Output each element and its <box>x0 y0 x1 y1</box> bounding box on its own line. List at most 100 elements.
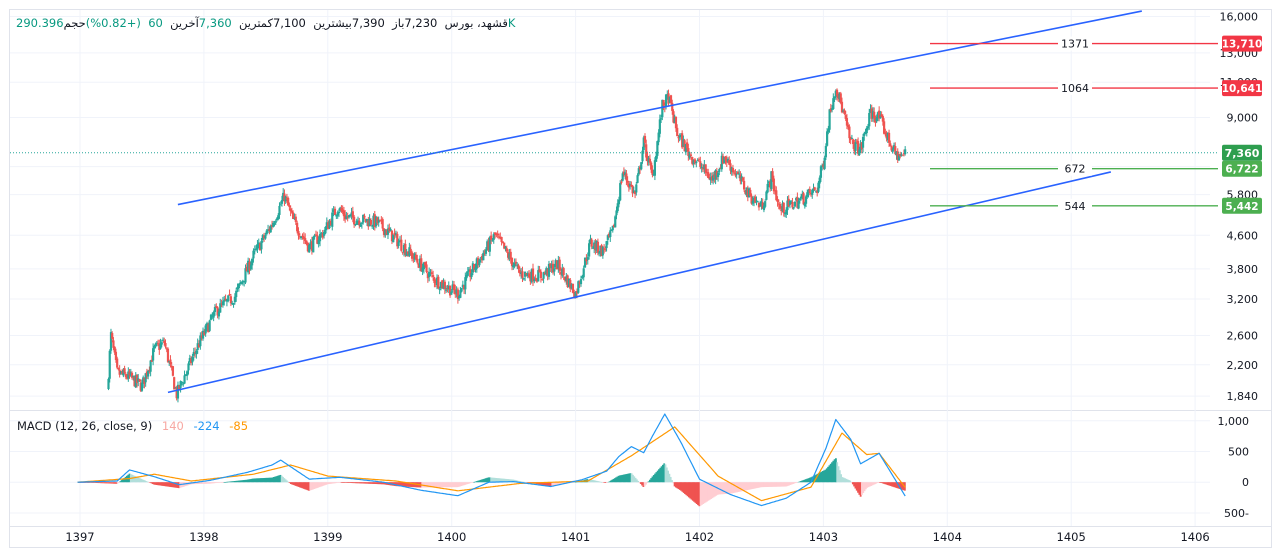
candle-body <box>462 285 466 290</box>
candle-body <box>775 190 778 201</box>
candle-body <box>724 156 727 161</box>
macd-histogram-bar <box>793 482 796 484</box>
macd-histogram-bar <box>284 479 287 483</box>
candle-body <box>734 173 737 176</box>
macd-histogram-bar <box>542 482 545 486</box>
candle-body <box>816 190 819 193</box>
macd-histogram-bar <box>734 482 737 493</box>
candle-body <box>228 294 231 296</box>
candle-body <box>672 111 675 123</box>
macd-histogram-bar <box>593 480 595 483</box>
macd-histogram-bar <box>557 482 560 485</box>
candle-body <box>204 325 207 334</box>
macd-histogram-bar <box>820 471 823 483</box>
macd-histogram-bar <box>517 480 520 483</box>
candle-body <box>223 300 226 302</box>
candle-body <box>208 320 211 331</box>
macd-histogram-bar <box>309 482 312 491</box>
candle-body <box>577 281 580 293</box>
candle-body <box>356 220 360 222</box>
macd-histogram-bar <box>559 482 562 485</box>
candle-body <box>284 196 287 202</box>
candle-body <box>617 199 621 205</box>
candle-body <box>433 277 436 284</box>
candle-body <box>658 119 661 134</box>
macd-histogram-bar <box>702 482 705 504</box>
candle-body <box>429 272 432 274</box>
candle-body <box>156 343 160 345</box>
macd-histogram-bar <box>259 478 262 483</box>
candle-body <box>290 210 293 213</box>
candle-body <box>598 252 601 254</box>
candle-body <box>557 260 560 269</box>
candle-body <box>414 254 418 260</box>
macd-histogram-bar <box>688 482 690 498</box>
macd-histogram-bar <box>318 482 321 488</box>
macd-histogram-bar <box>396 482 399 487</box>
candle-body <box>551 263 555 273</box>
macd-histogram-bar <box>158 482 161 486</box>
y-tick-label: 16,000 <box>1220 10 1259 23</box>
macd-histogram-bar <box>538 482 541 485</box>
candle-body <box>522 278 525 280</box>
macd-histogram-bar <box>548 482 551 487</box>
macd-histogram-bar <box>639 482 642 484</box>
macd-histogram-bar <box>573 482 576 483</box>
candle-body <box>635 184 638 193</box>
macd-histogram-bar <box>648 479 651 483</box>
candle-body <box>662 99 665 106</box>
candle-body <box>211 316 214 318</box>
macd-histogram-bar <box>336 482 339 483</box>
macd-histogram-bar <box>714 482 716 497</box>
candle-body <box>738 173 741 175</box>
candle-body <box>280 200 284 204</box>
candle-body <box>743 180 746 190</box>
macd-histogram-bar <box>611 479 614 483</box>
candle-body <box>834 90 837 97</box>
candle-body <box>844 115 847 119</box>
candle-body <box>225 299 229 302</box>
candle-body <box>513 262 516 267</box>
macd-histogram-bar <box>295 482 297 486</box>
macd-histogram-bar <box>175 482 178 488</box>
volume-label: حجم <box>63 16 86 30</box>
macd-histogram-bar <box>145 481 148 483</box>
candle-body <box>798 198 801 201</box>
macd-histogram-bar <box>487 477 490 483</box>
candle-body <box>269 225 272 233</box>
macd-histogram-bar <box>140 478 143 483</box>
macd-histogram-bar <box>105 482 107 484</box>
macd-legend-label: MACD (12, 26, close, 9) <box>17 419 153 433</box>
macd-histogram-bar <box>650 478 653 483</box>
candle-body <box>261 235 264 240</box>
macd-histogram-bar <box>276 475 279 483</box>
level-price-tag <box>1222 197 1262 214</box>
candle-body <box>322 231 326 236</box>
candle-body <box>321 233 324 238</box>
candle-body <box>609 230 612 238</box>
macd-histogram-bar <box>746 482 749 491</box>
macd-histogram-bar <box>293 482 296 486</box>
macd-histogram-bar <box>201 482 204 484</box>
candle-body <box>842 110 845 112</box>
macd-histogram-bar <box>862 482 865 493</box>
macd-histogram-bar <box>684 482 686 495</box>
macd-histogram-bar <box>440 482 443 488</box>
macd-histogram-bar <box>109 482 111 484</box>
candle-body <box>289 208 292 212</box>
macd-histogram-bar <box>220 482 223 483</box>
macd-histogram-bar <box>887 482 889 486</box>
macd-histogram-bar <box>589 479 591 483</box>
macd-histogram-bar <box>680 482 683 491</box>
macd-histogram-bar <box>214 482 217 484</box>
macd-histogram-bar <box>236 480 239 483</box>
macd-histogram-bar <box>383 482 386 485</box>
candle-body <box>683 140 686 152</box>
macd-histogram-bar <box>880 482 883 483</box>
candle-body <box>201 330 205 339</box>
macd-histogram-bar <box>413 482 416 488</box>
candle-body <box>787 198 790 207</box>
candle-body <box>864 132 867 134</box>
